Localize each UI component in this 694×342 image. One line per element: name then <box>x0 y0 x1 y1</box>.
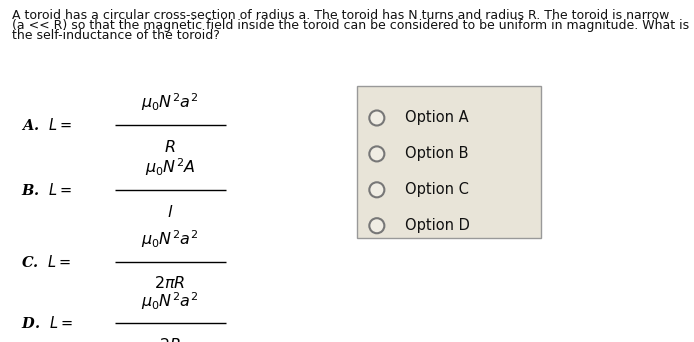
Ellipse shape <box>369 146 384 161</box>
Text: $2R$: $2R$ <box>159 337 181 342</box>
Text: D.  $L=$: D. $L=$ <box>21 315 73 331</box>
Text: $l$: $l$ <box>167 203 174 221</box>
Text: C.  $L=$: C. $L=$ <box>21 254 71 269</box>
Ellipse shape <box>369 218 384 233</box>
Text: Option D: Option D <box>405 218 469 233</box>
Text: $\mu_0 N^2 a^2$: $\mu_0 N^2 a^2$ <box>142 228 198 250</box>
Ellipse shape <box>369 182 384 197</box>
Text: Option C: Option C <box>405 182 468 197</box>
Text: $2\pi R$: $2\pi R$ <box>154 275 186 292</box>
Text: A toroid has a circular cross-section of radius a. The toroid has N turns and ra: A toroid has a circular cross-section of… <box>12 9 670 22</box>
Text: $\mu_0 N^2 a^2$: $\mu_0 N^2 a^2$ <box>142 290 198 312</box>
Text: (a << R) so that the magnetic field inside the toroid can be considered to be un: (a << R) so that the magnetic field insi… <box>12 19 690 32</box>
Text: Option B: Option B <box>405 146 468 161</box>
Text: Option A: Option A <box>405 110 468 126</box>
FancyBboxPatch shape <box>357 86 541 238</box>
Text: the self-inductance of the toroid?: the self-inductance of the toroid? <box>12 29 221 42</box>
Ellipse shape <box>369 110 384 126</box>
Text: $R$: $R$ <box>164 139 176 156</box>
Text: A.  $L=$: A. $L=$ <box>21 117 72 133</box>
Text: B.  $L=$: B. $L=$ <box>21 182 72 198</box>
Text: $\mu_0 N^2 a^2$: $\mu_0 N^2 a^2$ <box>142 92 198 114</box>
Text: $\mu_0 N^2 A$: $\mu_0 N^2 A$ <box>145 157 195 179</box>
